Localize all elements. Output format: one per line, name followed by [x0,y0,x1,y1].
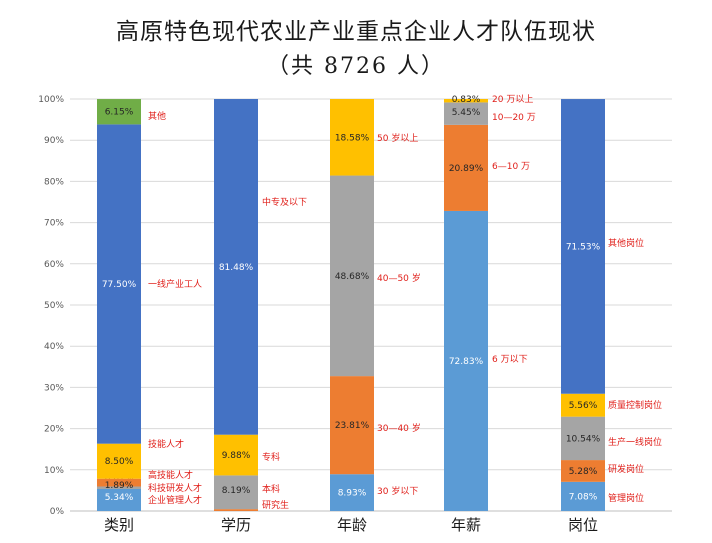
segment-annotation: 10—20 万 [492,113,536,123]
bar-segment [561,393,605,417]
segment-annotation: 中专及以下 [262,196,307,208]
data-label: 5.28% [569,467,598,477]
bar-segment [330,376,374,475]
x-tick-label: 年薪 [451,516,481,534]
segment-annotation: 其他岗位 [608,237,644,249]
data-label: 5.56% [569,401,598,411]
segment-annotation: 其他 [148,110,166,122]
y-tick-label: 90% [44,136,64,146]
data-label: 20.89% [449,164,484,174]
data-label: 7.08% [569,492,598,502]
segment-annotation: 研究生 [262,499,289,511]
bar-segment [214,434,258,476]
x-tick-label: 岗位 [568,516,598,534]
segment-annotation: 质量控制岗位 [608,399,662,411]
y-tick-label: 40% [44,342,64,352]
segment-annotation: 本科 [262,483,280,495]
segment-annotation: 生产一线岗位 [608,436,662,448]
y-tick-label: 50% [44,301,64,311]
bar-segment [444,99,488,103]
data-label: 77.50% [102,280,137,290]
x-tick-label: 年龄 [337,516,367,534]
bar-segment [561,99,605,394]
bar-segment [97,443,141,479]
segment-annotation: 30 岁以下 [377,485,418,497]
data-label: 8.19% [222,486,251,496]
y-tick-label: 30% [44,383,64,393]
bar-segment [561,460,605,482]
data-label: 1.89% [105,481,134,491]
data-label: 6.15% [105,108,134,118]
segment-annotation: 6 万以下 [492,355,528,365]
segment-annotation: 50 岁以上 [377,132,418,144]
bar-segment [330,175,374,377]
bar-segment [330,99,374,176]
segment-annotation: 企业管理人才 [148,494,202,506]
bar-segment [97,99,141,125]
segment-annotation: 研发岗位 [608,463,644,475]
bar-segment [561,416,605,461]
data-label: 0.83% [452,95,481,105]
segment-annotation: 一线产业工人 [148,278,202,290]
chart-title: 高原特色现代农业产业重点企业人才队伍现状 [116,19,596,45]
bar-segment [444,102,488,125]
segment-annotation: 管理岗位 [608,492,644,504]
bar-segment [444,124,488,211]
bar-segment [97,486,141,489]
bar-segment [97,478,141,487]
data-label: 71.53% [566,242,601,252]
segment-annotation: 高技能人才 [148,469,193,481]
y-tick-label: 80% [44,177,64,187]
data-label: 5.45% [452,108,481,118]
data-label: 48.68% [335,272,370,282]
bar-segment [561,481,605,511]
y-tick-label: 100% [38,95,64,105]
data-label: 8.93% [338,489,367,499]
data-label: 18.58% [335,133,370,143]
data-label: 9.88% [222,451,251,461]
y-tick-label: 10% [44,466,64,476]
data-label: 81.48% [219,263,254,273]
data-label: 5.34% [105,493,134,503]
bar-segment [97,488,141,511]
segment-annotation: 科技研发人才 [148,482,202,494]
y-tick-label: 60% [44,260,64,270]
bar-segment [214,509,258,511]
bar-segment [214,475,258,510]
data-label: 10.54% [566,434,601,444]
bar-segment [97,124,141,444]
y-tick-label: 0% [50,507,65,517]
segment-annotation: 技能人才 [148,438,184,450]
segment-annotation: 专科 [262,451,280,463]
segment-annotation: 6—10 万 [492,162,530,172]
bar-segment [444,210,488,511]
data-label: 72.83% [449,357,484,367]
x-tick-label: 类别 [104,516,134,534]
segment-annotation: 20 万以上 [492,94,533,105]
segment-annotation: 40—50 岁 [377,272,421,284]
y-tick-label: 70% [44,219,64,229]
data-label: 23.81% [335,421,370,431]
bar-segment [214,99,258,435]
y-tick-label: 20% [44,425,64,435]
chart-subtitle: （共 8726 人） [267,54,445,79]
bar-segment [330,474,374,511]
x-tick-label: 学历 [221,516,251,534]
data-label: 8.50% [105,457,134,467]
segment-annotation: 30—40 岁 [377,422,421,434]
